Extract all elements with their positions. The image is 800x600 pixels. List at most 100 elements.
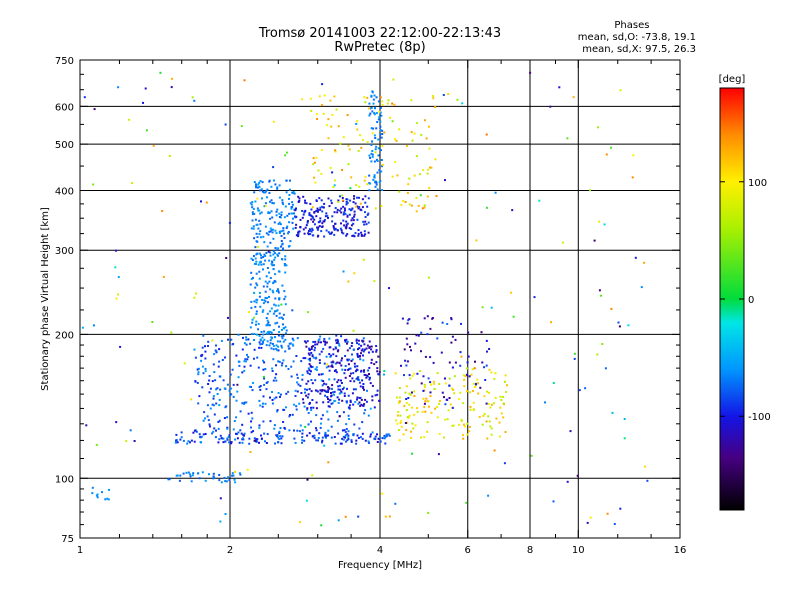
data-point [347,435,350,438]
data-point [397,429,400,431]
data-point [453,392,456,395]
data-point [347,163,350,166]
data-point [530,454,533,457]
data-point [506,384,508,387]
data-point [356,352,359,355]
data-point [356,369,359,372]
data-point [324,341,327,344]
data-point [312,163,315,166]
data-point [218,419,221,422]
data-point [361,421,364,424]
data-point [313,223,316,226]
data-point [410,349,412,352]
data-point [237,333,240,336]
data-point [283,264,286,267]
data-point [352,403,355,406]
data-point [330,365,333,368]
data-point [284,350,287,353]
data-point [291,337,294,340]
data-point [236,437,239,440]
data-point [431,317,434,320]
data-point [291,343,294,346]
data-point [258,219,261,222]
data-point [330,231,333,234]
data-point [311,355,314,358]
data-point [319,206,322,209]
data-point [256,333,258,336]
data-point [235,354,238,357]
data-point [271,261,274,264]
data-point [360,352,362,355]
data-point [253,212,256,215]
data-point [363,223,366,226]
data-point [342,205,345,208]
data-point [316,343,319,346]
data-point [357,355,359,358]
data-point [283,216,286,219]
x-tick-label: 10 [572,545,585,556]
data-point [215,429,217,432]
data-point [295,234,298,237]
data-point [272,268,275,270]
data-point [278,438,281,441]
data-point [356,218,359,221]
data-point [231,368,234,371]
data-point [279,427,282,430]
data-point [303,405,306,408]
data-point [413,372,416,375]
data-point [394,138,396,141]
data-point [275,347,278,350]
data-point [260,331,263,333]
data-point [367,212,370,215]
data-point [307,412,310,414]
data-point [471,389,474,392]
data-point [254,218,257,221]
data-point [311,215,314,218]
data-point [335,355,338,358]
data-point [227,316,229,319]
data-point [272,228,274,231]
data-point [266,282,269,285]
data-point [312,406,315,409]
data-point [428,405,430,408]
data-point [215,350,218,353]
data-point [346,433,349,436]
data-point [226,438,229,441]
data-point [330,125,333,128]
data-point [249,326,252,329]
data-point [255,301,258,304]
data-point [278,316,281,319]
data-point [327,461,330,464]
data-point [341,429,344,432]
data-point [223,387,226,390]
data-point [223,476,226,479]
data-point [253,332,256,335]
data-point [193,296,196,299]
data-point [473,367,476,370]
data-point [466,422,469,425]
data-point [623,418,626,420]
data-point [349,367,352,370]
data-point [288,197,290,200]
data-point [292,227,295,230]
data-point [251,321,254,324]
data-point [279,340,282,343]
data-point [420,436,422,439]
data-point [92,183,95,186]
data-point [566,137,569,140]
data-point [495,417,498,420]
data-point [381,165,383,168]
data-point [340,229,343,232]
data-point [348,347,351,350]
data-point [280,230,283,233]
data-point [224,440,227,443]
data-point [273,427,276,430]
data-point [356,196,358,199]
data-point [305,382,308,385]
data-point [269,251,272,254]
data-point [319,217,322,220]
data-point [321,373,324,375]
data-point [598,220,601,223]
data-point [238,472,241,475]
data-point [364,211,366,214]
